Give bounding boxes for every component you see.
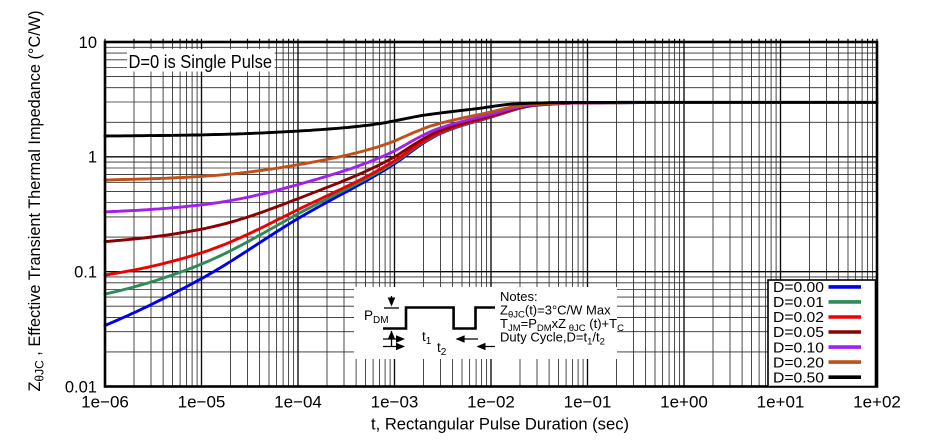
svg-text:Duty Cycle,D=t1/t2: Duty Cycle,D=t1/t2 xyxy=(500,330,605,348)
svg-text:t1: t1 xyxy=(422,329,432,347)
svg-text:D=0.02: D=0.02 xyxy=(773,310,824,326)
svg-text:1e+02: 1e+02 xyxy=(853,393,901,412)
svg-text:D=0.01: D=0.01 xyxy=(773,295,824,311)
svg-text:1e−01: 1e−01 xyxy=(564,393,612,412)
svg-text:D=0 is Single Pulse: D=0 is Single Pulse xyxy=(129,52,273,72)
svg-text:1e+00: 1e+00 xyxy=(660,393,708,412)
svg-text:ZθJC(t)=3°C/W Max: ZθJC(t)=3°C/W Max xyxy=(500,303,611,321)
svg-text:0.01: 0.01 xyxy=(65,378,97,396)
svg-text:10: 10 xyxy=(79,34,97,52)
svg-text:0.1: 0.1 xyxy=(74,264,97,282)
svg-text:t2: t2 xyxy=(437,340,447,358)
svg-text:TJM=PDMxZ θJC (t)+TC: TJM=PDMxZ θJC (t)+TC xyxy=(500,316,624,334)
svg-text:ZθJC , Effective Transient The: ZθJC , Effective Transient Thermal Imped… xyxy=(26,10,47,391)
svg-text:Notes:: Notes: xyxy=(500,289,538,304)
svg-text:D=0.10: D=0.10 xyxy=(773,340,824,356)
svg-text:D=0.05: D=0.05 xyxy=(773,325,824,341)
svg-text:t, Rectangular Pulse Duration: t, Rectangular Pulse Duration (sec) xyxy=(371,415,629,434)
svg-text:1e+01: 1e+01 xyxy=(757,393,805,412)
svg-text:1e−02: 1e−02 xyxy=(467,393,515,412)
svg-text:1e−05: 1e−05 xyxy=(178,393,226,412)
svg-text:D=0.50: D=0.50 xyxy=(773,370,824,386)
svg-text:1e−04: 1e−04 xyxy=(274,393,322,412)
svg-text:1e−03: 1e−03 xyxy=(371,393,419,412)
svg-text:1e−06: 1e−06 xyxy=(81,393,129,412)
svg-text:D=0.00: D=0.00 xyxy=(773,280,824,296)
svg-text:1: 1 xyxy=(88,149,97,167)
svg-text:D=0.20: D=0.20 xyxy=(773,355,824,371)
